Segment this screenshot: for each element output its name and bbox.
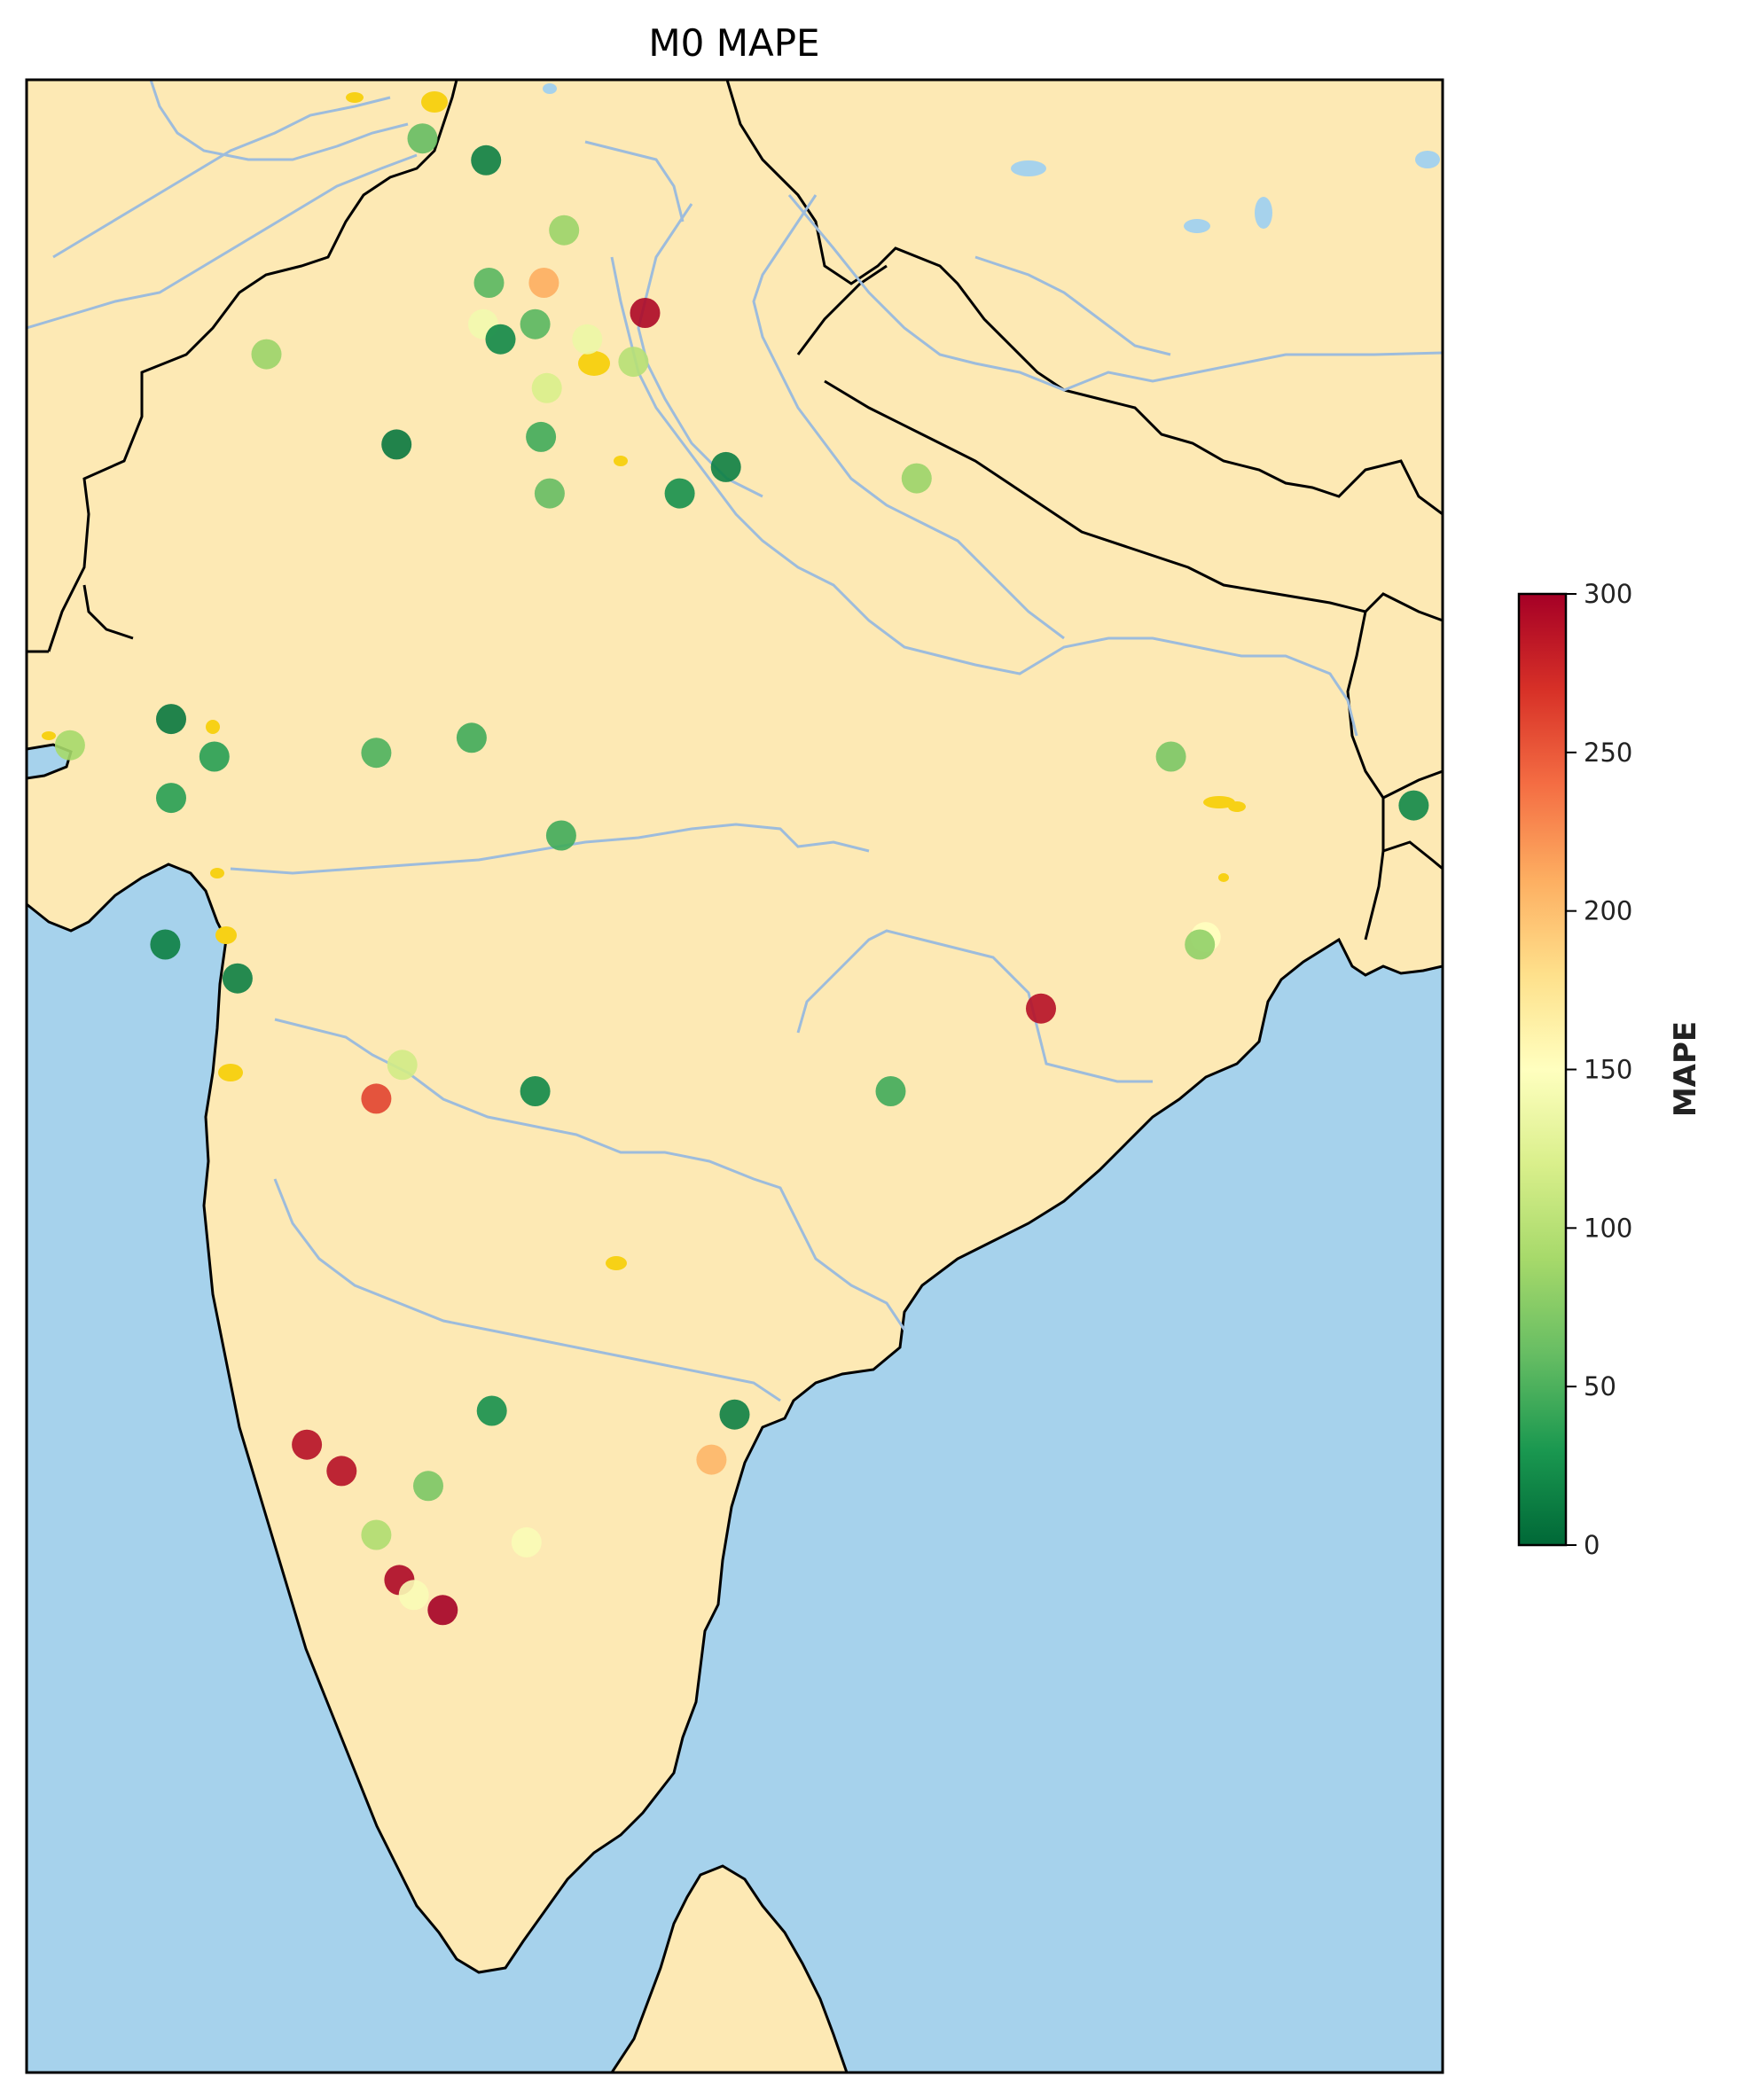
station-point-2 bbox=[471, 144, 502, 176]
station-point-15 bbox=[526, 421, 557, 452]
station-point-3 bbox=[549, 215, 580, 246]
station-point-27 bbox=[1398, 790, 1429, 821]
borders bbox=[27, 80, 1443, 941]
map-panel bbox=[27, 80, 1443, 2073]
station-point-43 bbox=[413, 1471, 443, 1502]
station-point-5 bbox=[528, 268, 559, 298]
colorbar-tick-label-50: 50 bbox=[1584, 1371, 1616, 1401]
station-point-21 bbox=[54, 730, 85, 761]
station-point-11 bbox=[251, 339, 282, 370]
colorbar-tick-label-200: 200 bbox=[1584, 896, 1632, 926]
station-point-8 bbox=[520, 308, 551, 340]
map-frame bbox=[25, 78, 1444, 2074]
colorbar-label: MAPE bbox=[1668, 1021, 1703, 1117]
station-point-1 bbox=[407, 123, 438, 154]
station-point-33 bbox=[1026, 993, 1056, 1024]
land-sri-lanka bbox=[610, 1864, 849, 2073]
station-point-24 bbox=[199, 741, 230, 772]
colorbar-gradient bbox=[1517, 592, 1568, 1547]
station-point-31 bbox=[150, 929, 181, 960]
urban-areas bbox=[42, 91, 1246, 1270]
station-point-35 bbox=[520, 1076, 551, 1106]
station-point-28 bbox=[545, 820, 576, 851]
station-point-38 bbox=[476, 1395, 507, 1426]
colorbar-tick-label-100: 100 bbox=[1584, 1213, 1632, 1243]
colorbar-tick-label-250: 250 bbox=[1584, 738, 1632, 768]
station-point-45 bbox=[511, 1526, 542, 1557]
station-point-37 bbox=[875, 1076, 906, 1106]
station-point-14 bbox=[381, 429, 412, 460]
station-point-30 bbox=[1185, 929, 1216, 960]
map-title: M0 MAPE bbox=[648, 21, 819, 65]
station-markers bbox=[54, 123, 1429, 1626]
station-point-48 bbox=[427, 1595, 458, 1626]
colorbar-tick-label-0: 0 bbox=[1584, 1530, 1600, 1560]
station-point-10 bbox=[572, 324, 603, 355]
station-point-12 bbox=[618, 347, 649, 378]
station-point-32 bbox=[222, 963, 253, 994]
station-point-6 bbox=[630, 298, 661, 328]
colorbar: 0 50 100 150 200 250 300 MAPE bbox=[1517, 579, 1703, 1560]
station-point-40 bbox=[292, 1429, 323, 1460]
station-point-26 bbox=[156, 783, 186, 814]
station-point-19 bbox=[664, 478, 695, 509]
station-point-16 bbox=[710, 451, 741, 482]
station-point-42 bbox=[696, 1444, 727, 1475]
lakes bbox=[543, 83, 1440, 233]
station-point-44 bbox=[361, 1519, 392, 1550]
station-point-13 bbox=[531, 372, 562, 403]
station-point-41 bbox=[326, 1456, 357, 1487]
station-point-25 bbox=[1155, 741, 1186, 772]
station-point-18 bbox=[534, 478, 565, 509]
station-point-9 bbox=[485, 324, 516, 355]
colorbar-ticks: 0 50 100 150 200 250 300 bbox=[1566, 579, 1632, 1560]
colorbar-tick-label-150: 150 bbox=[1584, 1055, 1632, 1085]
station-point-36 bbox=[361, 1083, 392, 1114]
station-point-22 bbox=[456, 722, 487, 753]
station-point-47 bbox=[398, 1580, 429, 1611]
station-point-34 bbox=[387, 1050, 418, 1081]
station-point-23 bbox=[361, 738, 392, 769]
land-mainland bbox=[27, 80, 1443, 1974]
rivers bbox=[27, 80, 1443, 1402]
station-point-4 bbox=[473, 268, 505, 298]
station-point-17 bbox=[901, 463, 932, 494]
station-point-20 bbox=[156, 704, 186, 735]
station-point-39 bbox=[719, 1399, 750, 1430]
colorbar-tick-label-300: 300 bbox=[1584, 579, 1632, 609]
